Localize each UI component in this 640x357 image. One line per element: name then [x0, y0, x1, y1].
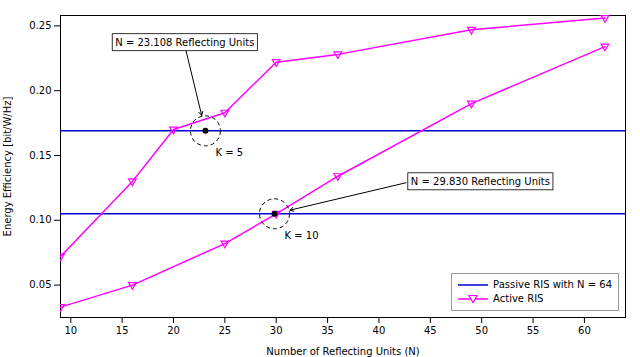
svg-text:Number of Reflecting Units (N): Number of Reflecting Units (N) — [266, 346, 419, 357]
svg-text:0.15: 0.15 — [29, 150, 51, 161]
svg-text:0.20: 0.20 — [29, 85, 51, 96]
svg-text:10: 10 — [64, 325, 77, 336]
svg-text:55: 55 — [527, 325, 540, 336]
svg-text:15: 15 — [116, 325, 129, 336]
svg-text:Energy Efficiency [bit/W/Hz]: Energy Efficiency [bit/W/Hz] — [2, 97, 13, 237]
svg-text:50: 50 — [475, 325, 488, 336]
svg-text:0.05: 0.05 — [29, 279, 51, 290]
svg-text:N = 29.830 Reflecting Units: N = 29.830 Reflecting Units — [411, 176, 550, 187]
html-text:Passive RIS with N = 64: Passive RIS with N = 64 — [493, 279, 612, 290]
svg-text:60: 60 — [578, 325, 591, 336]
svg-text:N = 23.108 Reflecting Units: N = 23.108 Reflecting Units — [115, 37, 254, 48]
svg-text:40: 40 — [373, 325, 386, 336]
svg-text:0.10: 0.10 — [29, 214, 51, 225]
svg-text:K = 5: K = 5 — [215, 147, 243, 158]
svg-text:45: 45 — [424, 325, 437, 336]
svg-text:25: 25 — [218, 325, 231, 336]
svg-text:0.25: 0.25 — [29, 20, 51, 31]
svg-text:35: 35 — [321, 325, 334, 336]
svg-text:K = 10: K = 10 — [284, 230, 318, 241]
svg-text:20: 20 — [167, 325, 180, 336]
html-text:Active RIS: Active RIS — [493, 293, 544, 304]
svg-text:30: 30 — [270, 325, 283, 336]
